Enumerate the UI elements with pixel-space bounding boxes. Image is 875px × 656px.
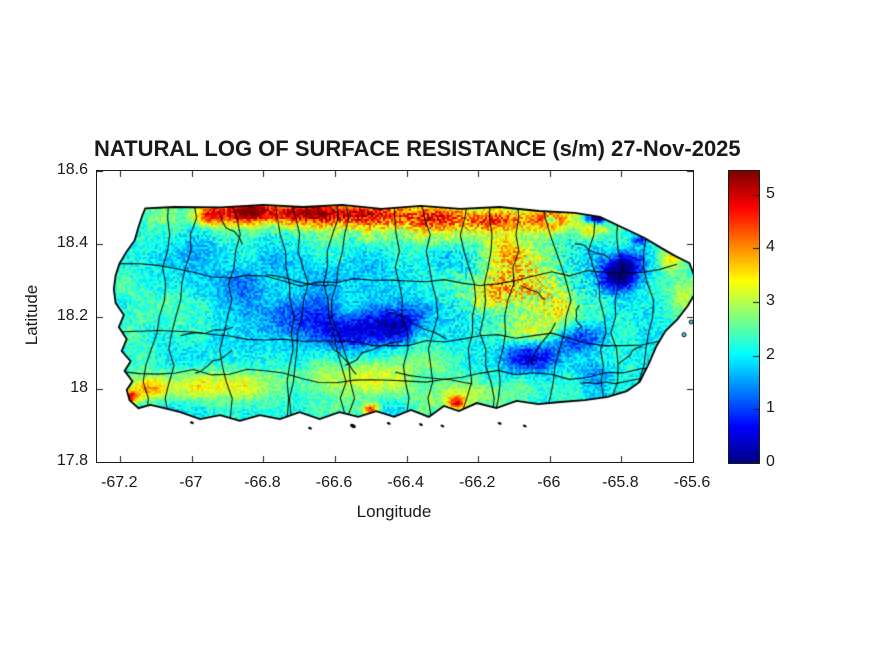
y-tick-label: 18.6 [56,161,88,178]
x-tick-label: -66.4 [387,474,424,491]
y-tick-label: 18.2 [56,306,88,324]
colorbar-canvas [729,171,759,463]
x-tick-label: -66.2 [458,474,496,491]
x-axis-label: Longitude [356,502,432,521]
chart-title: NATURAL LOG OF SURFACE RESISTANCE (s/m) … [94,136,741,161]
x-tick-label: -66 [537,474,561,491]
x-tick-label: -65.6 [673,474,711,491]
colorbar [728,170,760,464]
colorbar-tick-label: 1 [766,399,775,417]
plot-area [96,170,694,463]
colorbar-tick-label: 3 [766,291,775,309]
x-tick-label: -66.8 [244,474,281,491]
colorbar-tick-label: 2 [766,345,775,363]
colorbar-tick-label: 0 [766,453,775,470]
y-tick-label: 18 [70,379,88,397]
colorbar-tick-label: 4 [766,238,775,256]
x-tick-label: -67.2 [101,474,138,491]
y-tick-label: 17.8 [56,452,88,469]
x-tick-label: -66.6 [315,474,353,491]
x-tick-label: -67 [179,474,203,491]
y-axis-label: Latitude [22,284,41,346]
heatmap-canvas [97,171,693,462]
y-tick-label: 18.4 [56,233,88,251]
colorbar-tick-label: 5 [766,184,775,202]
x-tick-label: -65.8 [602,474,639,491]
